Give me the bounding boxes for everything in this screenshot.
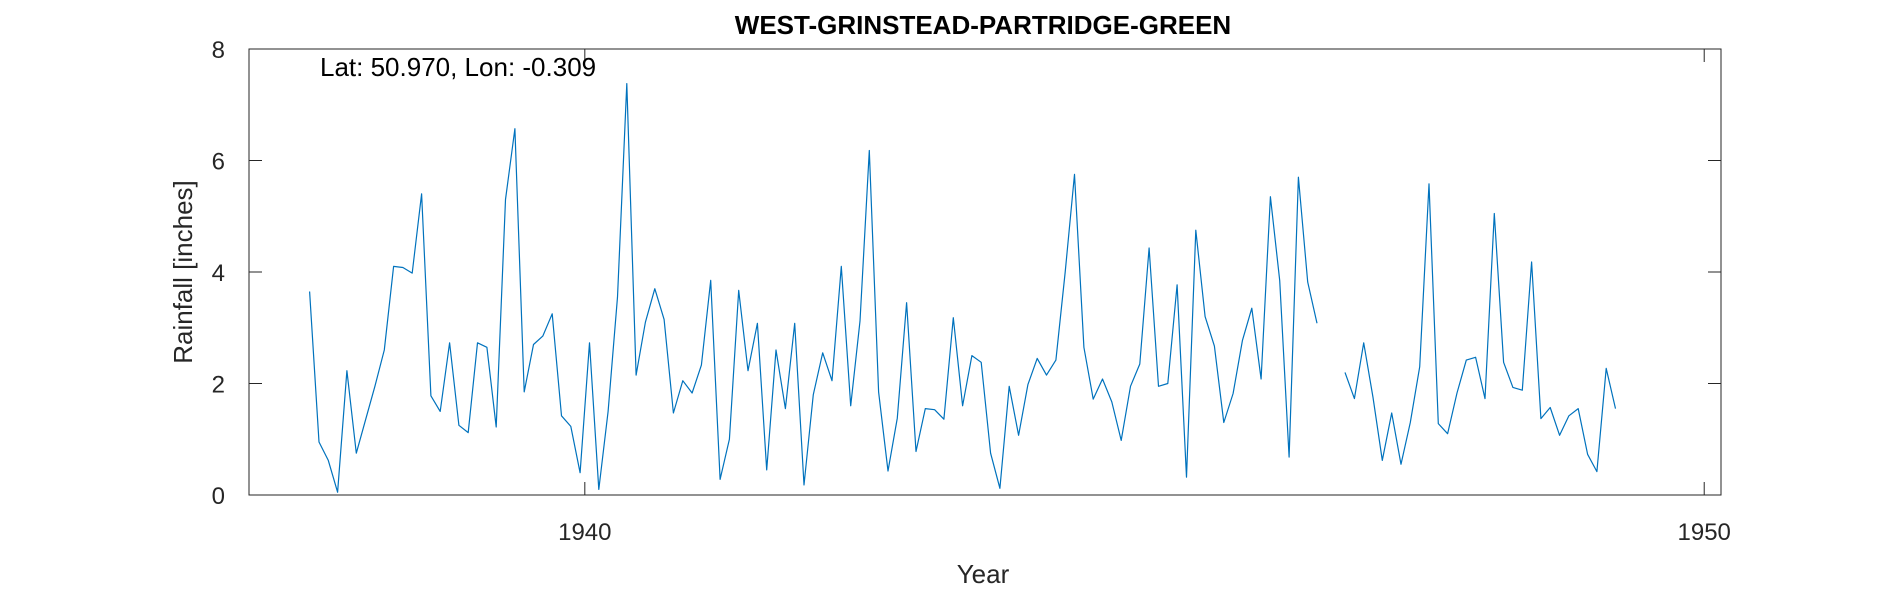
y-tick-label: 2	[212, 372, 225, 399]
y-axis: 0 2 4 6 8	[212, 37, 1721, 510]
rainfall-series	[309, 82, 1617, 493]
y-axis-label: Rainfall [inches]	[168, 180, 198, 364]
x-tick-label: 1950	[1678, 519, 1731, 546]
chart-title: WEST-GRINSTEAD-PARTRIDGE-GREEN	[735, 10, 1231, 40]
x-axis: 1940 1950	[558, 49, 1731, 546]
y-tick-label: 0	[212, 483, 225, 510]
location-annotation: Lat: 50.970, Lon: -0.309	[320, 52, 596, 82]
y-tick-label: 6	[212, 149, 225, 176]
series-line	[1344, 183, 1617, 473]
x-tick-label: 1940	[558, 519, 611, 546]
x-axis-label: Year	[957, 559, 1010, 589]
y-tick-label: 4	[212, 260, 225, 287]
plot-area-frame	[248, 48, 1722, 496]
series-line	[309, 82, 1318, 493]
y-tick-label: 8	[212, 37, 225, 64]
